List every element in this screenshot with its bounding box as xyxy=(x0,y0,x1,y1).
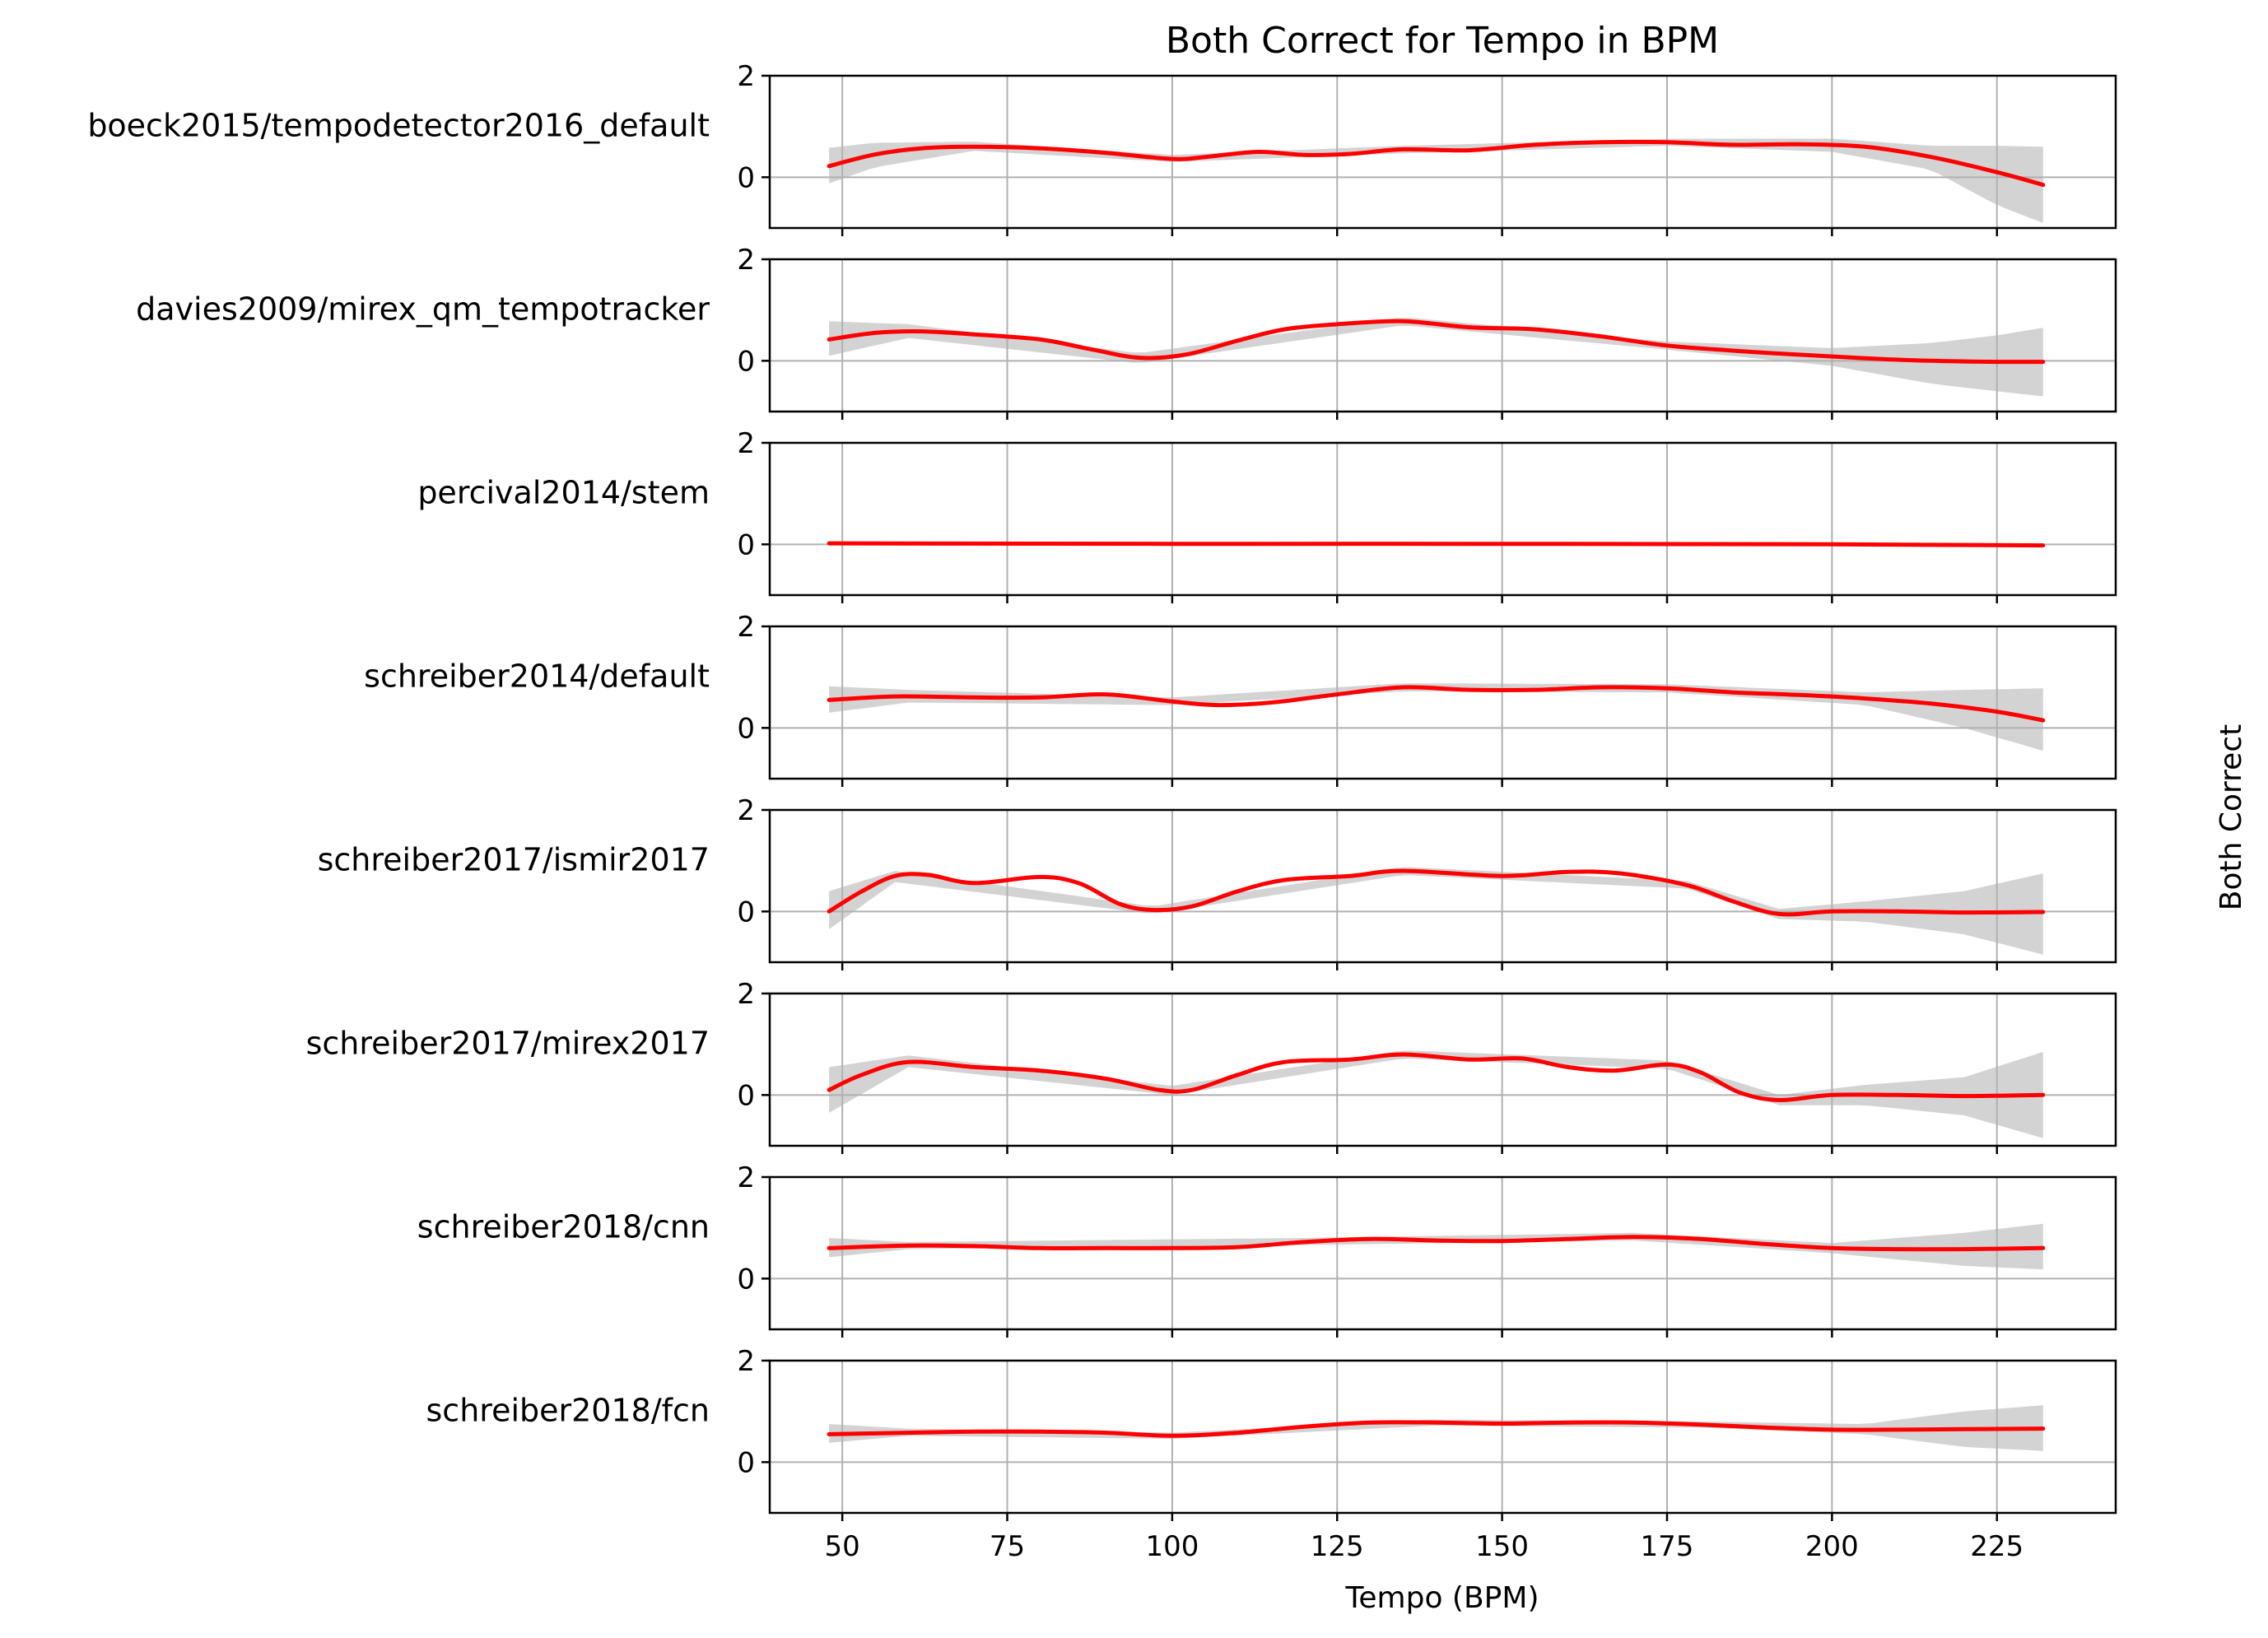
panel-frame-7 xyxy=(768,1359,2117,1515)
y-tick-label-3-0: 0 xyxy=(737,712,755,745)
series-label-3: schreiber2014/default xyxy=(364,658,710,695)
panel-frame-3 xyxy=(768,625,2117,780)
x-tick-label-6: 200 xyxy=(1805,1530,1859,1563)
series-label-7: schreiber2018/fcn xyxy=(426,1393,710,1429)
x-tick-label-2: 100 xyxy=(1145,1530,1199,1563)
x-tick-label-3: 125 xyxy=(1311,1530,1364,1563)
panel-frame-1 xyxy=(768,258,2117,413)
series-label-0: boeck2015/tempodetector2016_default xyxy=(87,108,710,144)
y-tick-label-5-1: 2 xyxy=(737,978,755,1011)
y-tick-label-2-1: 2 xyxy=(737,427,755,460)
series-label-2: percival2014/stem xyxy=(417,475,710,511)
text-layer: Both Correct for Tempo in BPM Tempo (BPM… xyxy=(87,20,2248,1615)
series-lines-layer xyxy=(827,139,2046,1438)
x-tick-label-5: 175 xyxy=(1641,1530,1694,1563)
x-tick-label-0: 50 xyxy=(825,1530,860,1563)
axes-layer xyxy=(761,74,2117,1521)
y-tick-label-3-1: 2 xyxy=(737,611,755,644)
series-line-5 xyxy=(827,1052,2046,1103)
y-tick-label-0-1: 2 xyxy=(737,60,755,93)
series-line-3 xyxy=(827,685,2046,723)
series-line-1 xyxy=(827,319,2046,365)
x-tick-label-7: 225 xyxy=(1970,1530,2024,1563)
chart-title: Both Correct for Tempo in BPM xyxy=(1166,20,1719,62)
series-label-4: schreiber2017/ismir2017 xyxy=(318,842,710,878)
y-tick-label-5-0: 0 xyxy=(737,1079,755,1112)
y-axis-label: Both Correct xyxy=(2214,724,2248,911)
y-tick-label-4-0: 0 xyxy=(737,896,755,928)
confidence-band-0 xyxy=(829,138,2043,223)
series-line-0 xyxy=(827,139,2046,188)
confidence-band-3 xyxy=(829,683,2043,752)
panel-frame-2 xyxy=(768,441,2117,597)
series-line-4 xyxy=(827,868,2046,917)
panel-frame-0 xyxy=(768,74,2117,230)
series-label-1: davies2009/mirex_qm_tempotracker xyxy=(136,291,710,328)
y-tick-label-6-0: 0 xyxy=(737,1263,755,1296)
y-tick-label-6-1: 2 xyxy=(737,1161,755,1194)
x-tick-label-1: 75 xyxy=(990,1530,1025,1563)
y-tick-label-7-1: 2 xyxy=(737,1345,755,1378)
y-tick-label-1-1: 2 xyxy=(737,244,755,277)
panel-frame-5 xyxy=(768,992,2117,1147)
y-tick-label-1-0: 0 xyxy=(737,345,755,378)
y-tick-label-7-0: 0 xyxy=(737,1446,755,1479)
gridlines-layer xyxy=(770,75,2116,1513)
confidence-band-1 xyxy=(829,318,2043,397)
panel-frame-4 xyxy=(768,808,2117,964)
y-tick-label-0-0: 0 xyxy=(737,161,755,194)
y-tick-label-2-0: 0 xyxy=(737,528,755,561)
x-axis-label: Tempo (BPM) xyxy=(1345,1581,1539,1615)
series-line-7 xyxy=(827,1420,2046,1438)
series-label-6: schreiber2018/cnn xyxy=(417,1209,710,1245)
y-tick-label-4-1: 2 xyxy=(737,794,755,827)
x-tick-label-4: 150 xyxy=(1475,1530,1529,1563)
series-line-2 xyxy=(827,541,2046,548)
series-line-6 xyxy=(827,1235,2046,1252)
panel-frame-6 xyxy=(768,1175,2117,1331)
series-label-5: schreiber2017/mirex2017 xyxy=(306,1026,710,1062)
